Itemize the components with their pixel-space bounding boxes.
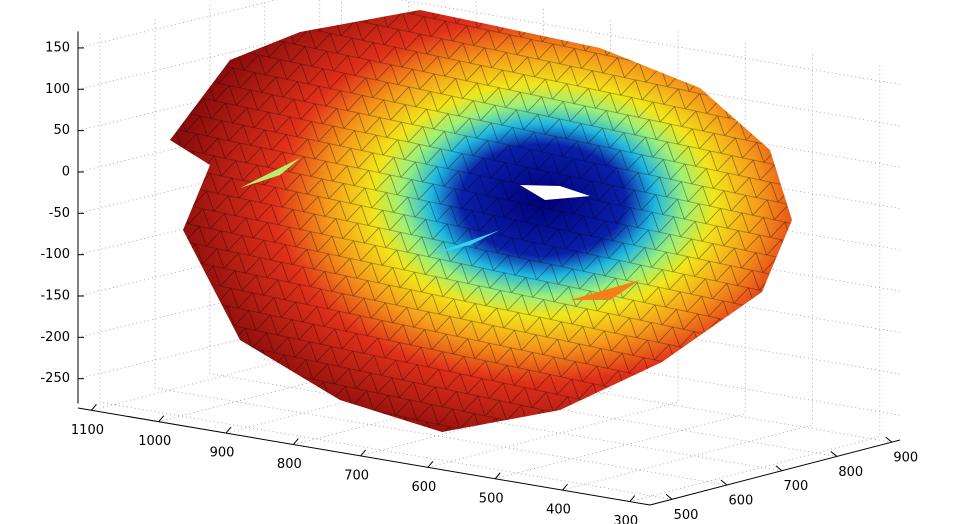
grid-line xyxy=(154,15,727,486)
x-tick xyxy=(629,495,636,502)
y-tick xyxy=(885,436,893,443)
grid-line xyxy=(99,30,673,500)
y-tick xyxy=(720,479,728,486)
y-tick xyxy=(665,493,673,500)
x-tick-label: 900 xyxy=(210,446,235,461)
z-tick-label: 150 xyxy=(45,40,70,55)
surface-spike xyxy=(430,230,500,255)
y-tick xyxy=(830,451,838,457)
z-tick-label: -250 xyxy=(40,371,70,386)
x-tick xyxy=(360,449,367,457)
z-tick-label: -50 xyxy=(49,206,70,221)
surface-mesh xyxy=(170,10,792,432)
x-tick xyxy=(158,415,165,423)
x-tick-label: 500 xyxy=(479,491,504,506)
surface xyxy=(170,10,792,432)
z-tick-label: 0 xyxy=(62,164,70,179)
y-tick-label: 500 xyxy=(674,508,699,523)
x-tick xyxy=(427,461,434,468)
x-tick-label: 300 xyxy=(613,514,638,524)
y-tick-label: 600 xyxy=(729,494,754,509)
y-axis xyxy=(649,439,901,506)
x-tick xyxy=(562,483,568,491)
y-tick xyxy=(775,465,783,472)
z-tick-label: -150 xyxy=(40,289,70,304)
surface-spike xyxy=(570,280,640,300)
x-tick xyxy=(292,438,299,445)
x-tick-label: 800 xyxy=(277,457,302,472)
z-tick-label: -100 xyxy=(40,247,70,262)
axes: 150100500-50-100-150-200-250110010009008… xyxy=(40,31,918,524)
z-tick-label: 100 xyxy=(45,82,70,97)
x-tick xyxy=(91,403,97,411)
z-tick-label: 50 xyxy=(53,123,70,138)
x-tick-label: 1100 xyxy=(71,423,104,438)
z-tick-label: -200 xyxy=(40,330,70,345)
x-tick-label: 600 xyxy=(412,480,437,495)
y-tick-label: 700 xyxy=(783,479,808,494)
surface-spike xyxy=(240,158,300,188)
x-axis xyxy=(77,407,651,506)
surface-hole xyxy=(520,185,590,200)
x-tick-label: 400 xyxy=(546,503,571,518)
x-tick-label: 1000 xyxy=(138,434,171,449)
x-tick xyxy=(494,472,501,480)
y-tick-label: 900 xyxy=(893,451,918,466)
y-tick-label: 800 xyxy=(838,465,863,480)
x-tick-label: 700 xyxy=(344,468,369,483)
x-tick xyxy=(225,426,232,434)
